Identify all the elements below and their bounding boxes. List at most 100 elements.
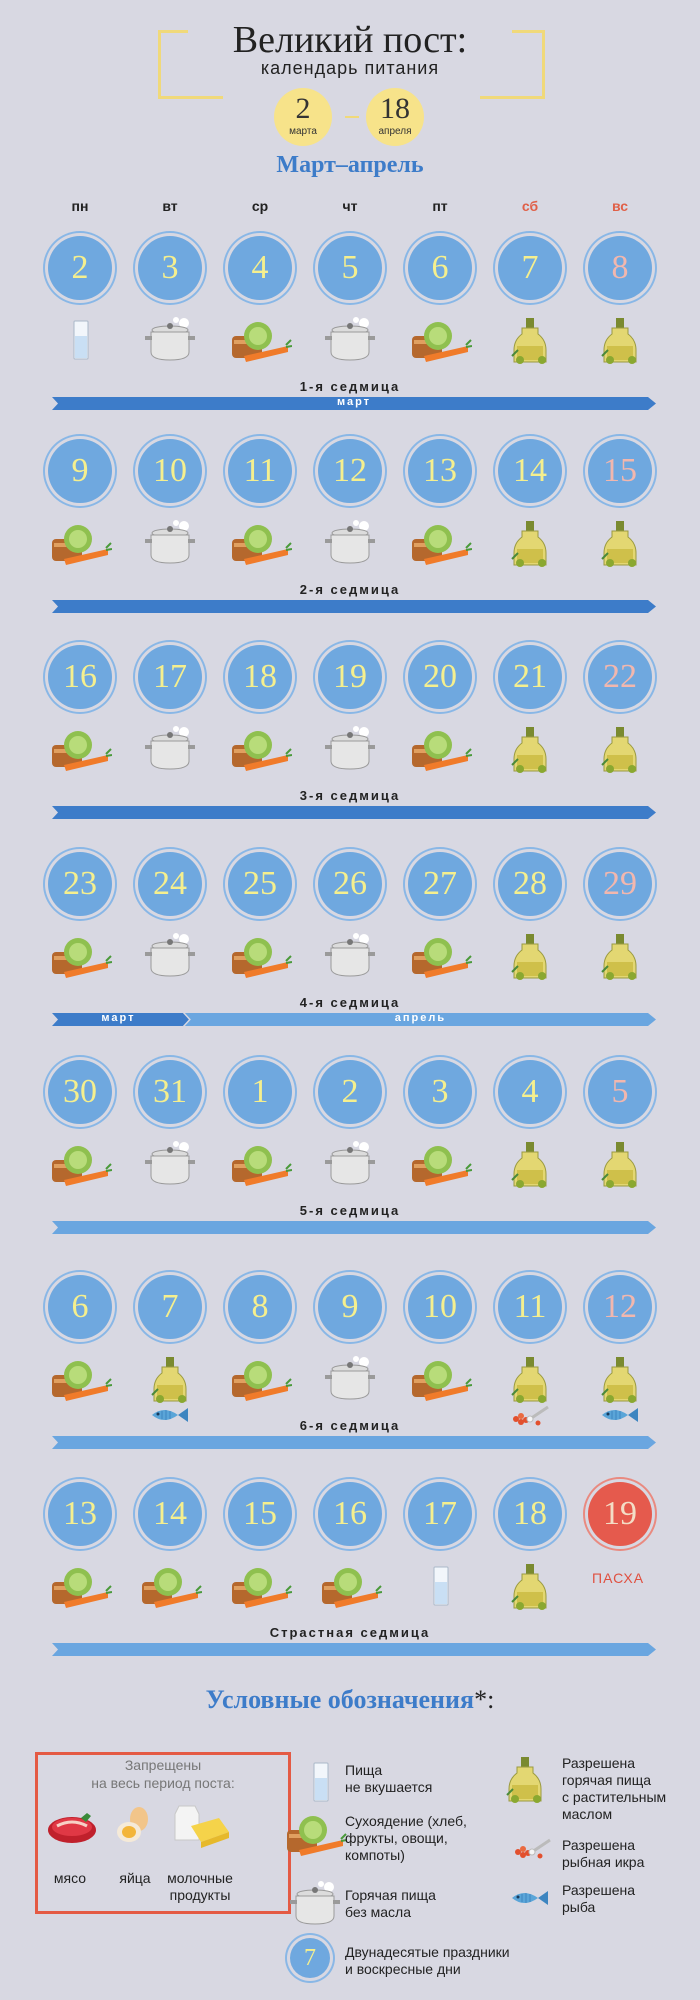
legend-oil-line4: маслом bbox=[562, 1806, 613, 1822]
day-circle: 19 bbox=[318, 645, 382, 709]
day-circle: 13 bbox=[48, 1482, 112, 1546]
day-circle: 16 bbox=[48, 645, 112, 709]
legend-holiday-text: Двунадесятые праздники и воскресные дни bbox=[345, 1944, 510, 1978]
day-circle: 19 bbox=[588, 1482, 652, 1546]
pot-icon bbox=[320, 932, 380, 982]
day-circle: 14 bbox=[498, 439, 562, 503]
week-label: 6-я седмица bbox=[299, 1418, 401, 1433]
day-circle: 7 bbox=[138, 1275, 202, 1339]
oil-icon bbox=[510, 316, 550, 366]
pot-icon bbox=[140, 725, 200, 775]
water-icon bbox=[410, 1562, 470, 1612]
forbidden-meat-label: мясо bbox=[53, 1870, 87, 1886]
start-date-badge: 2 марта bbox=[274, 88, 332, 146]
end-date-badge: 18 апреля bbox=[366, 88, 424, 146]
day-circle: 8 bbox=[588, 236, 652, 300]
legend-caviar-line1: Разрешена bbox=[562, 1837, 636, 1853]
weekday-6: вс bbox=[611, 198, 629, 214]
month-band bbox=[52, 1436, 656, 1449]
month-band bbox=[52, 1221, 656, 1234]
day-circle: 25 bbox=[228, 852, 292, 916]
legend-title-text: Условные обозначения bbox=[205, 1685, 475, 1714]
forbidden-title-line2: на весь период поста: bbox=[91, 1775, 235, 1791]
end-day: 18 bbox=[380, 92, 410, 125]
veg-icon bbox=[50, 1140, 113, 1190]
day-circle: 3 bbox=[408, 1060, 472, 1124]
oil-icon bbox=[510, 725, 550, 775]
day-circle: 3 bbox=[138, 236, 202, 300]
day-circle: 4 bbox=[228, 236, 292, 300]
page-title: Великий пост: bbox=[232, 19, 468, 61]
easter-label: ПАСХА bbox=[592, 1570, 645, 1586]
day-circle: 9 bbox=[48, 439, 112, 503]
pot-icon bbox=[140, 932, 200, 982]
legend-title: Условные обозначения*: bbox=[0, 1685, 700, 1715]
month-band-label: март bbox=[336, 396, 372, 408]
veg-icon bbox=[410, 519, 473, 569]
forbidden-dairy-line2: продукты bbox=[169, 1887, 231, 1903]
veg-icon bbox=[50, 932, 113, 982]
legend-dry-food-text: Сухоядение (хлеб, фрукты, овощи, компоты… bbox=[345, 1813, 467, 1864]
day-circle: 30 bbox=[48, 1060, 112, 1124]
meat-icon bbox=[48, 1813, 96, 1843]
veg-icon bbox=[410, 725, 473, 775]
legend-fish-line1: Разрешена bbox=[562, 1882, 636, 1898]
veg-icon bbox=[410, 316, 473, 366]
week-label: 5-я седмица bbox=[299, 1203, 401, 1218]
day-circle: 22 bbox=[588, 645, 652, 709]
pot-icon bbox=[140, 519, 200, 569]
day-circle: 10 bbox=[408, 1275, 472, 1339]
day-circle: 8 bbox=[228, 1275, 292, 1339]
day-circle: 9 bbox=[318, 1275, 382, 1339]
day-circle: 2 bbox=[48, 236, 112, 300]
legend-oil-line2: горячая пища bbox=[562, 1772, 652, 1788]
month-band-segment bbox=[52, 1436, 656, 1449]
fish-icon bbox=[598, 1405, 642, 1429]
start-day: 2 bbox=[295, 92, 311, 125]
month-band bbox=[52, 1643, 656, 1656]
day-circle: 7 bbox=[498, 236, 562, 300]
water-icon bbox=[50, 316, 110, 366]
month-band-label: апрель bbox=[394, 1012, 447, 1024]
day-circle: 2 bbox=[318, 1060, 382, 1124]
header-bracket-top-right bbox=[512, 30, 545, 33]
veg-icon bbox=[410, 932, 473, 982]
legend-oil-text: Разрешена горячая пища с растительным ма… bbox=[562, 1755, 666, 1823]
month-band-segment bbox=[52, 806, 656, 819]
veg-icon bbox=[140, 1562, 203, 1612]
oil-icon bbox=[510, 1140, 550, 1190]
month-band-segment bbox=[52, 1221, 656, 1234]
day-circle: 14 bbox=[138, 1482, 202, 1546]
fish-icon bbox=[148, 1405, 192, 1429]
day-circle: 15 bbox=[228, 1482, 292, 1546]
date-dash bbox=[345, 116, 359, 118]
veg-icon bbox=[410, 1355, 473, 1405]
legend-veg-line3: компоты) bbox=[345, 1847, 405, 1863]
weekday-2: ср bbox=[251, 198, 269, 214]
day-circle: 26 bbox=[318, 852, 382, 916]
day-circle: 16 bbox=[318, 1482, 382, 1546]
oil-icon bbox=[510, 932, 550, 982]
legend-oil-line3: с растительным bbox=[562, 1789, 667, 1805]
week-label: 3-я седмица bbox=[299, 788, 401, 803]
month-range: Март–апрель bbox=[276, 152, 424, 178]
legend-hot-food-text: Горячая пища без масла bbox=[345, 1887, 436, 1921]
legend-caviar-text: Разрешена рыбная икра bbox=[562, 1837, 644, 1871]
day-circle: 1 bbox=[228, 1060, 292, 1124]
week-label: 4-я седмица bbox=[299, 995, 401, 1010]
week-label: Страстная седмица bbox=[269, 1625, 431, 1640]
veg-icon bbox=[50, 519, 113, 569]
veg-icon bbox=[50, 1562, 113, 1612]
oil-icon bbox=[510, 519, 550, 569]
weekday-5: сб bbox=[521, 198, 539, 214]
legend-water-icon bbox=[290, 1758, 350, 1813]
legend-title-mark: *: bbox=[474, 1685, 495, 1714]
header-bracket-top-left bbox=[158, 30, 188, 33]
legend-water-line2: не вкушается bbox=[345, 1779, 433, 1795]
oil-icon bbox=[600, 1140, 640, 1190]
header: Великий пост: календарь питания 2 марта … bbox=[0, 0, 700, 190]
month-band bbox=[52, 397, 656, 410]
veg-icon bbox=[230, 725, 293, 775]
legend-holiday-line1: Двунадесятые праздники bbox=[345, 1944, 510, 1960]
day-circle: 5 bbox=[318, 236, 382, 300]
